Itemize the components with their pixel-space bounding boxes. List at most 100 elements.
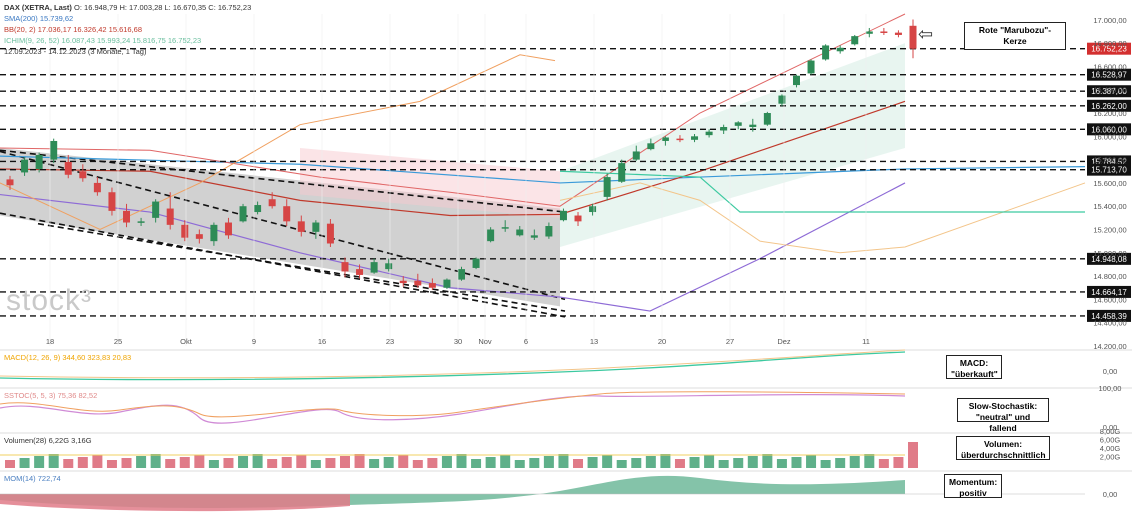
volume-bar xyxy=(121,458,132,468)
x-tick-label: 27 xyxy=(726,337,734,346)
level-label: 16.752,23 xyxy=(1091,45,1127,54)
y-tick-label: 14.800,00 xyxy=(1093,272,1126,281)
level-label: 14.664,17 xyxy=(1091,288,1127,297)
level-tag xyxy=(1087,309,1131,322)
bb-label: BB(20, 2) 17.036,17 16.326,42 15.616,68 xyxy=(4,25,143,34)
stoch-0-label: 0,00 xyxy=(1103,423,1118,432)
candle-body xyxy=(326,223,334,244)
bb-middle-line xyxy=(0,100,906,217)
x-tick-label: 23 xyxy=(386,337,394,346)
candle-body xyxy=(64,161,72,175)
momentum-zero-label: 0,00 xyxy=(1103,490,1118,499)
volume-bar xyxy=(325,458,336,468)
candle-body xyxy=(428,283,436,288)
candle-body xyxy=(297,221,305,232)
candle-body xyxy=(792,75,800,86)
volume-bar xyxy=(194,455,205,468)
stoch-d-line xyxy=(0,391,906,418)
candle-body xyxy=(501,227,509,229)
candle-body xyxy=(530,235,538,238)
candle-body xyxy=(516,229,524,236)
stoch-100-label: 100,00 xyxy=(1099,384,1122,393)
level-tag xyxy=(1087,85,1131,98)
y-tick-label: 16.200,00 xyxy=(1093,109,1126,118)
trendline xyxy=(0,150,566,301)
volume-bar xyxy=(631,458,642,468)
level-tag xyxy=(1087,252,1131,265)
level-tag xyxy=(1087,163,1131,176)
candle-body xyxy=(268,199,276,207)
volume-bar xyxy=(704,455,715,468)
candle-body xyxy=(239,206,247,222)
volume-bar xyxy=(383,457,394,468)
level-label: 15.713,70 xyxy=(1091,166,1127,175)
arrow-left-icon: ⇦ xyxy=(918,24,934,44)
volume-tick-label: 4,00G xyxy=(1100,444,1121,453)
level-label: 16.387,00 xyxy=(1091,87,1127,96)
volume-bar xyxy=(514,460,525,468)
senkou-b-line xyxy=(559,182,1086,254)
stoch-label: SSTOC(5, 5, 3) 75,36 82,52 xyxy=(4,391,98,400)
volume-tick-label: 2,00G xyxy=(1100,453,1121,462)
macd-line xyxy=(0,351,906,381)
level-label: 16.528,97 xyxy=(1091,71,1127,80)
candle-body xyxy=(632,151,640,160)
annotation-momentum: Momentum: positiv xyxy=(944,474,1002,498)
watermark: stock³ xyxy=(6,284,93,317)
volume-bar xyxy=(427,458,438,468)
candle-body xyxy=(487,229,495,242)
mom-label: MOM(14) 722,74 xyxy=(4,474,61,483)
candle-body xyxy=(661,137,669,141)
x-tick-label: 20 xyxy=(658,337,666,346)
candle-body xyxy=(865,31,873,34)
candle-body xyxy=(224,222,232,236)
volume-bar xyxy=(339,456,350,468)
y-tick-label: 16.400,00 xyxy=(1093,86,1126,95)
candle-body xyxy=(851,36,859,45)
x-tick-label: 6 xyxy=(524,337,528,346)
candle-body xyxy=(21,159,29,173)
volume-bar xyxy=(835,458,846,468)
volume-bar xyxy=(310,460,321,468)
momentum-negative-area xyxy=(0,494,350,512)
x-tick-label: 30 xyxy=(454,337,462,346)
volume-bar xyxy=(776,459,787,468)
volume-bar xyxy=(893,457,904,468)
volume-bar xyxy=(660,454,671,468)
macd-label: MACD(12, 26, 9) 344,60 323,83 20,83 xyxy=(4,353,132,362)
candle-body xyxy=(283,206,291,222)
volume-bar xyxy=(602,455,613,468)
volume-bar xyxy=(354,454,365,468)
volume-bar xyxy=(136,456,147,468)
candle-body xyxy=(618,163,626,182)
level-tag xyxy=(1087,123,1131,136)
candle-body xyxy=(166,208,174,225)
candle-body xyxy=(909,25,917,49)
x-tick-label: Nov xyxy=(478,337,492,346)
y-tick-label: 15.000,00 xyxy=(1093,249,1126,258)
y-tick-label: 14.200,00 xyxy=(1093,342,1126,351)
candle-body xyxy=(749,124,757,127)
candle-body xyxy=(108,192,116,211)
level-tag xyxy=(1087,42,1131,55)
volume-bar xyxy=(77,457,88,468)
volume-bar xyxy=(689,457,700,468)
candle-body xyxy=(123,210,131,223)
candle-body xyxy=(181,224,189,238)
x-tick-label: Dez xyxy=(777,337,791,346)
volume-bar xyxy=(267,459,278,468)
stoch-k-line xyxy=(0,393,906,424)
volume-bar xyxy=(281,457,292,468)
volume-bar xyxy=(733,458,744,468)
candle-body xyxy=(93,182,101,193)
bb-upper-line xyxy=(0,13,906,207)
trendline xyxy=(37,222,566,312)
volume-bar xyxy=(165,459,176,468)
candle-body xyxy=(822,45,830,60)
candle-body xyxy=(720,126,728,131)
chikou-line xyxy=(0,54,556,231)
range-label: 12.09.2023 - 14.12.2023 (3 Monate, 1 Tag… xyxy=(4,47,147,56)
volume-bar xyxy=(864,454,875,468)
bb-band-shade xyxy=(560,43,905,247)
